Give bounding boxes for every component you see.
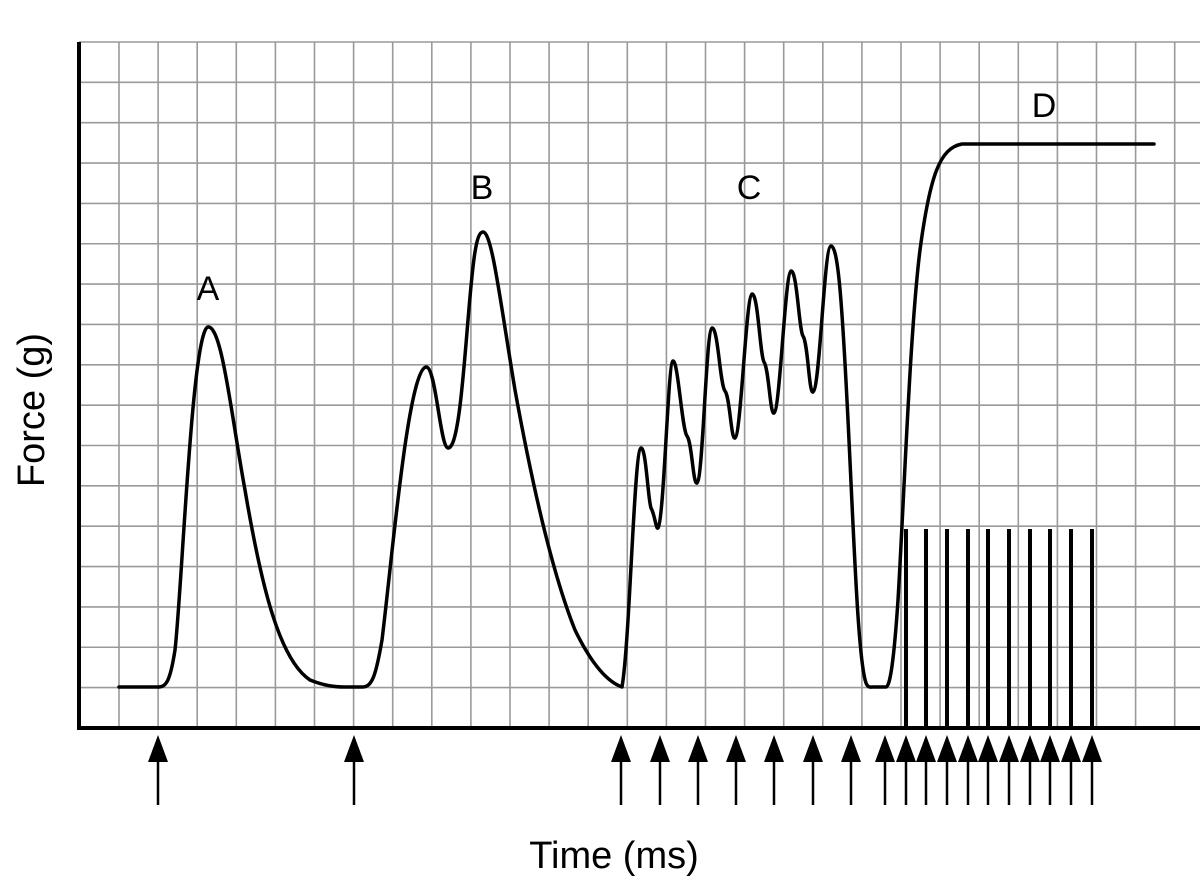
stimulus-arrow-icon: [1020, 735, 1040, 805]
stimulus-arrow-icon: [650, 735, 670, 805]
stimulus-arrow-icon: [999, 735, 1019, 805]
stimulus-arrow-icon: [344, 735, 364, 805]
stimulus-arrow-icon: [726, 735, 746, 805]
stimulus-arrow-icon: [841, 735, 861, 805]
stimulus-arrow-icon: [148, 735, 168, 805]
label-c: C: [737, 169, 762, 207]
stimulus-arrow-icon: [937, 735, 957, 805]
stimulus-arrow-icon: [875, 735, 895, 805]
label-b: B: [471, 169, 494, 207]
stimulus-arrow-icon: [611, 735, 631, 805]
stimulus-arrow-icon: [916, 735, 936, 805]
label-d: D: [1032, 87, 1057, 125]
stimulus-arrow-icon: [764, 735, 784, 805]
stimulus-arrow-icon: [688, 735, 708, 805]
stimulus-bars: [904, 529, 1094, 728]
stimulus-arrow-icon: [1082, 735, 1102, 805]
stimulus-arrow-icon: [958, 735, 978, 805]
force-trace: [117, 142, 1156, 689]
label-a: A: [197, 270, 220, 308]
stimulus-arrow-icon: [803, 735, 823, 805]
stimulus-arrow-icon: [1061, 735, 1081, 805]
y-axis-label: Force (g): [11, 333, 53, 487]
stimulus-arrows: [148, 735, 1102, 805]
stimulus-arrow-icon: [896, 735, 916, 805]
stimulus-arrow-icon: [978, 735, 998, 805]
stimulus-arrow-icon: [1040, 735, 1060, 805]
x-axis-label: Time (ms): [529, 835, 699, 877]
